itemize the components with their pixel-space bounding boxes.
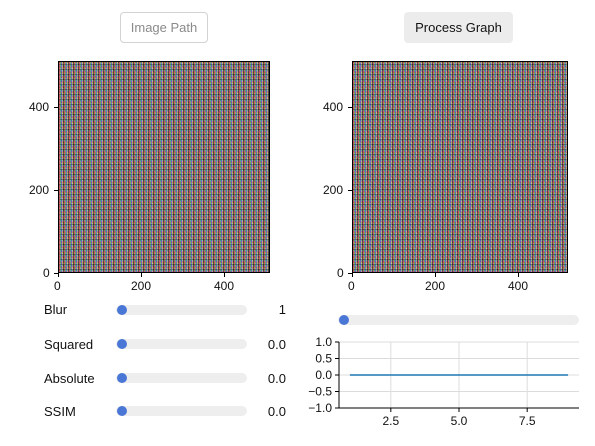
right-xtick-mark-400 [518, 273, 519, 277]
right-ytick-mark-200 [348, 190, 352, 191]
blur-slider[interactable] [116, 305, 247, 315]
left-ytick-mark-0 [54, 273, 58, 274]
right-xtick-mark-200 [435, 273, 436, 277]
ytick-label-3: −0.5 [308, 385, 332, 399]
right-xtick-mark-0 [352, 273, 353, 277]
left-xtick-400: 400 [214, 279, 235, 293]
right-image-plot: 400 200 0 0 200 400 [323, 61, 568, 293]
left-ytick-mark-200 [54, 190, 58, 191]
ytick-label-0: 1.0 [315, 335, 332, 349]
slider-value-squared: 0.0 [267, 337, 286, 352]
blur-slider-thumb[interactable] [117, 305, 127, 315]
squared-slider[interactable] [116, 339, 247, 349]
slider-value-ssim: 0.0 [267, 404, 286, 419]
right-noise-image [352, 61, 568, 273]
right-ytick-0: 0 [337, 266, 344, 280]
left-xtick-mark-0 [58, 273, 59, 277]
xtick-label-0: 2.5 [382, 414, 399, 428]
process-slider[interactable] [338, 315, 579, 325]
ssim-slider-thumb[interactable] [117, 406, 127, 416]
left-ytick-0: 0 [43, 266, 50, 280]
left-xtick-mark-400 [224, 273, 225, 277]
squared-slider-thumb[interactable] [117, 339, 127, 349]
line-plot-group: 1.0 0.5 0.0 −0.5 −1.0 2.5 5.0 7.5 [308, 335, 579, 428]
image-path-button[interactable]: Image Path [120, 12, 208, 43]
left-ytick-200: 200 [29, 183, 50, 197]
right-ytick-mark-0 [348, 273, 352, 274]
absolute-slider[interactable] [116, 373, 247, 383]
ytick-label-1: 0.5 [315, 352, 332, 366]
slider-label-blur: Blur [44, 302, 68, 317]
ytick-label-2: 0.0 [315, 368, 332, 382]
ssim-slider[interactable] [116, 406, 247, 416]
slider-value-blur: 1 [278, 302, 286, 317]
right-xtick-400: 400 [508, 279, 529, 293]
right-xtick-200: 200 [425, 279, 446, 293]
left-noise-image [58, 61, 270, 273]
process-slider-thumb[interactable] [339, 315, 349, 325]
absolute-slider-thumb[interactable] [117, 373, 127, 383]
left-xtick-0: 0 [54, 279, 61, 293]
right-ytick-200: 200 [323, 183, 344, 197]
slider-label-ssim: SSIM [44, 404, 76, 419]
process-graph-button[interactable]: Process Graph [404, 12, 513, 43]
right-xtick-0: 0 [348, 279, 355, 293]
slider-label-absolute: Absolute [44, 371, 95, 386]
ytick-label-4: −1.0 [308, 401, 332, 415]
left-xtick-mark-200 [141, 273, 142, 277]
right-ytick-mark-400 [348, 107, 352, 108]
xtick-label-2: 7.5 [519, 414, 536, 428]
left-ytick-mark-400 [54, 107, 58, 108]
xtick-label-1: 5.0 [451, 414, 468, 428]
left-image-plot: 400 200 0 0 200 400 [0, 0, 290, 300]
left-ytick-400: 400 [29, 100, 50, 114]
right-ytick-400: 400 [323, 100, 344, 114]
slider-value-absolute: 0.0 [267, 371, 286, 386]
left-xtick-200: 200 [131, 279, 152, 293]
slider-label-squared: Squared [44, 337, 94, 352]
